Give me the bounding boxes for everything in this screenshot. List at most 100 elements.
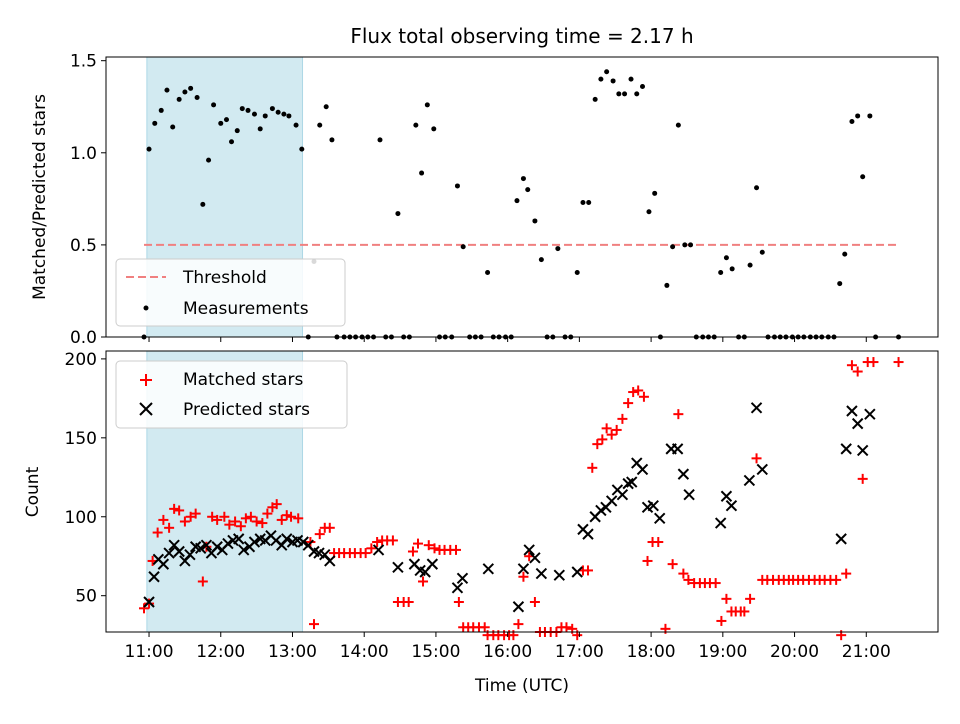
measurement-point <box>580 200 586 206</box>
matched-star-point <box>513 619 524 630</box>
predicted-star-point <box>211 541 223 553</box>
matched-star-point <box>751 453 762 464</box>
predicted-star-point <box>157 558 170 570</box>
measurement-point <box>675 122 681 128</box>
predicted-star-point <box>750 402 763 414</box>
measurement-point <box>652 190 658 196</box>
matched-star-point <box>628 387 639 398</box>
x-tick-label: 17:00 <box>555 642 604 662</box>
x-tick-label: 12:00 <box>196 642 245 662</box>
x-axis-label: Time (UTC) <box>474 676 569 696</box>
measurement-point <box>538 257 544 263</box>
measurement-point <box>164 87 170 93</box>
measurement-point <box>194 95 200 101</box>
matched-star-point <box>852 366 863 377</box>
measurement-point <box>293 122 299 128</box>
measurement-point <box>616 91 622 97</box>
predicted-star-point <box>756 463 768 476</box>
legend-predicted-label: Predicted stars <box>183 400 310 420</box>
matched-star-point <box>164 522 175 533</box>
measurement-point <box>176 96 182 102</box>
measurement-point <box>424 102 430 108</box>
matched-star-point <box>642 555 653 566</box>
matched-star-point <box>601 423 612 434</box>
predicted-star-point <box>281 533 293 545</box>
measurement-point <box>211 102 217 108</box>
predicted-star-point <box>482 563 494 575</box>
measurement-point <box>317 122 323 128</box>
x-tick-label: 15:00 <box>411 642 460 662</box>
measurement-point <box>454 183 460 189</box>
measurement-point <box>759 249 765 255</box>
measurement-point <box>514 198 520 204</box>
matched-star-point <box>721 593 732 604</box>
predicted-star-point <box>372 544 385 556</box>
measurement-point <box>532 218 538 224</box>
measurement-point <box>223 117 229 123</box>
x-tick-label: 14:00 <box>340 642 389 662</box>
measurement-point <box>245 107 251 113</box>
measurement-point <box>867 113 873 119</box>
matched-star-point <box>240 513 251 524</box>
measurement-point <box>269 106 275 112</box>
measurement-point <box>860 174 866 180</box>
measurement-point <box>849 118 855 124</box>
measurement-point <box>286 113 292 119</box>
matched-star-point <box>617 413 628 424</box>
predicted-star-point <box>512 601 525 613</box>
matched-star-point <box>366 543 377 554</box>
matched-star-point <box>683 574 694 585</box>
predicted-star-point <box>595 504 607 517</box>
matched-star-point <box>230 516 241 527</box>
legend-predicted-swatch <box>139 402 153 416</box>
predicted-star-point <box>297 536 309 548</box>
measurement-point <box>592 96 598 102</box>
bottom-y-tick-label: 50 <box>75 587 97 607</box>
matched-star-point <box>185 511 196 522</box>
predicted-star-point <box>605 495 618 507</box>
predicted-star-point <box>636 463 649 476</box>
measurement-point <box>460 244 466 250</box>
measurement-point <box>170 124 176 130</box>
matched-star-point <box>251 516 262 527</box>
matched-star-point <box>139 603 150 614</box>
measurement-point <box>639 83 645 89</box>
matched-star-point <box>418 576 429 587</box>
measurement-point <box>586 200 592 206</box>
top-legend: Threshold Measurements <box>115 258 346 327</box>
bottom-legend: Matched stars Predicted stars <box>115 360 348 429</box>
matched-star-point <box>413 538 423 549</box>
top-y-tick-label: 1.5 <box>70 52 97 72</box>
matched-star-point <box>479 622 490 633</box>
measurement-point <box>622 91 628 97</box>
predicted-star-point <box>324 555 336 567</box>
bottom-panel: 11:00 12:00 13:00 14:00 15:00 16:00 17:00 18:00… <box>23 350 939 662</box>
predicted-star-point <box>232 533 245 545</box>
matched-star-point <box>710 578 721 589</box>
measurement-point <box>413 122 419 128</box>
matched-star-point <box>745 593 756 604</box>
measurement-point <box>206 157 212 163</box>
measurement-point <box>646 209 652 215</box>
measurement-point <box>837 281 843 287</box>
legend-measurements-label: Measurements <box>183 299 309 319</box>
predicted-star-point <box>683 488 695 501</box>
predicted-star-point <box>553 569 566 581</box>
measurement-point <box>634 91 640 97</box>
measurement-point <box>152 120 158 126</box>
predicted-star-point <box>451 582 464 594</box>
matched-star-point <box>190 508 201 519</box>
measurement-point <box>419 170 425 176</box>
measurement-point <box>431 126 437 132</box>
measurement-point <box>628 76 634 82</box>
matched-star-point <box>387 535 398 546</box>
measurement-point <box>239 106 245 112</box>
matched-star-point <box>678 568 689 579</box>
predicted-star-point <box>840 443 852 455</box>
predicted-star-point <box>194 542 207 555</box>
matched-star-point <box>453 597 464 608</box>
bottom-plot-frame <box>105 350 939 633</box>
x-tick-label: 21:00 <box>842 642 891 662</box>
predicted-star-point <box>517 563 530 575</box>
